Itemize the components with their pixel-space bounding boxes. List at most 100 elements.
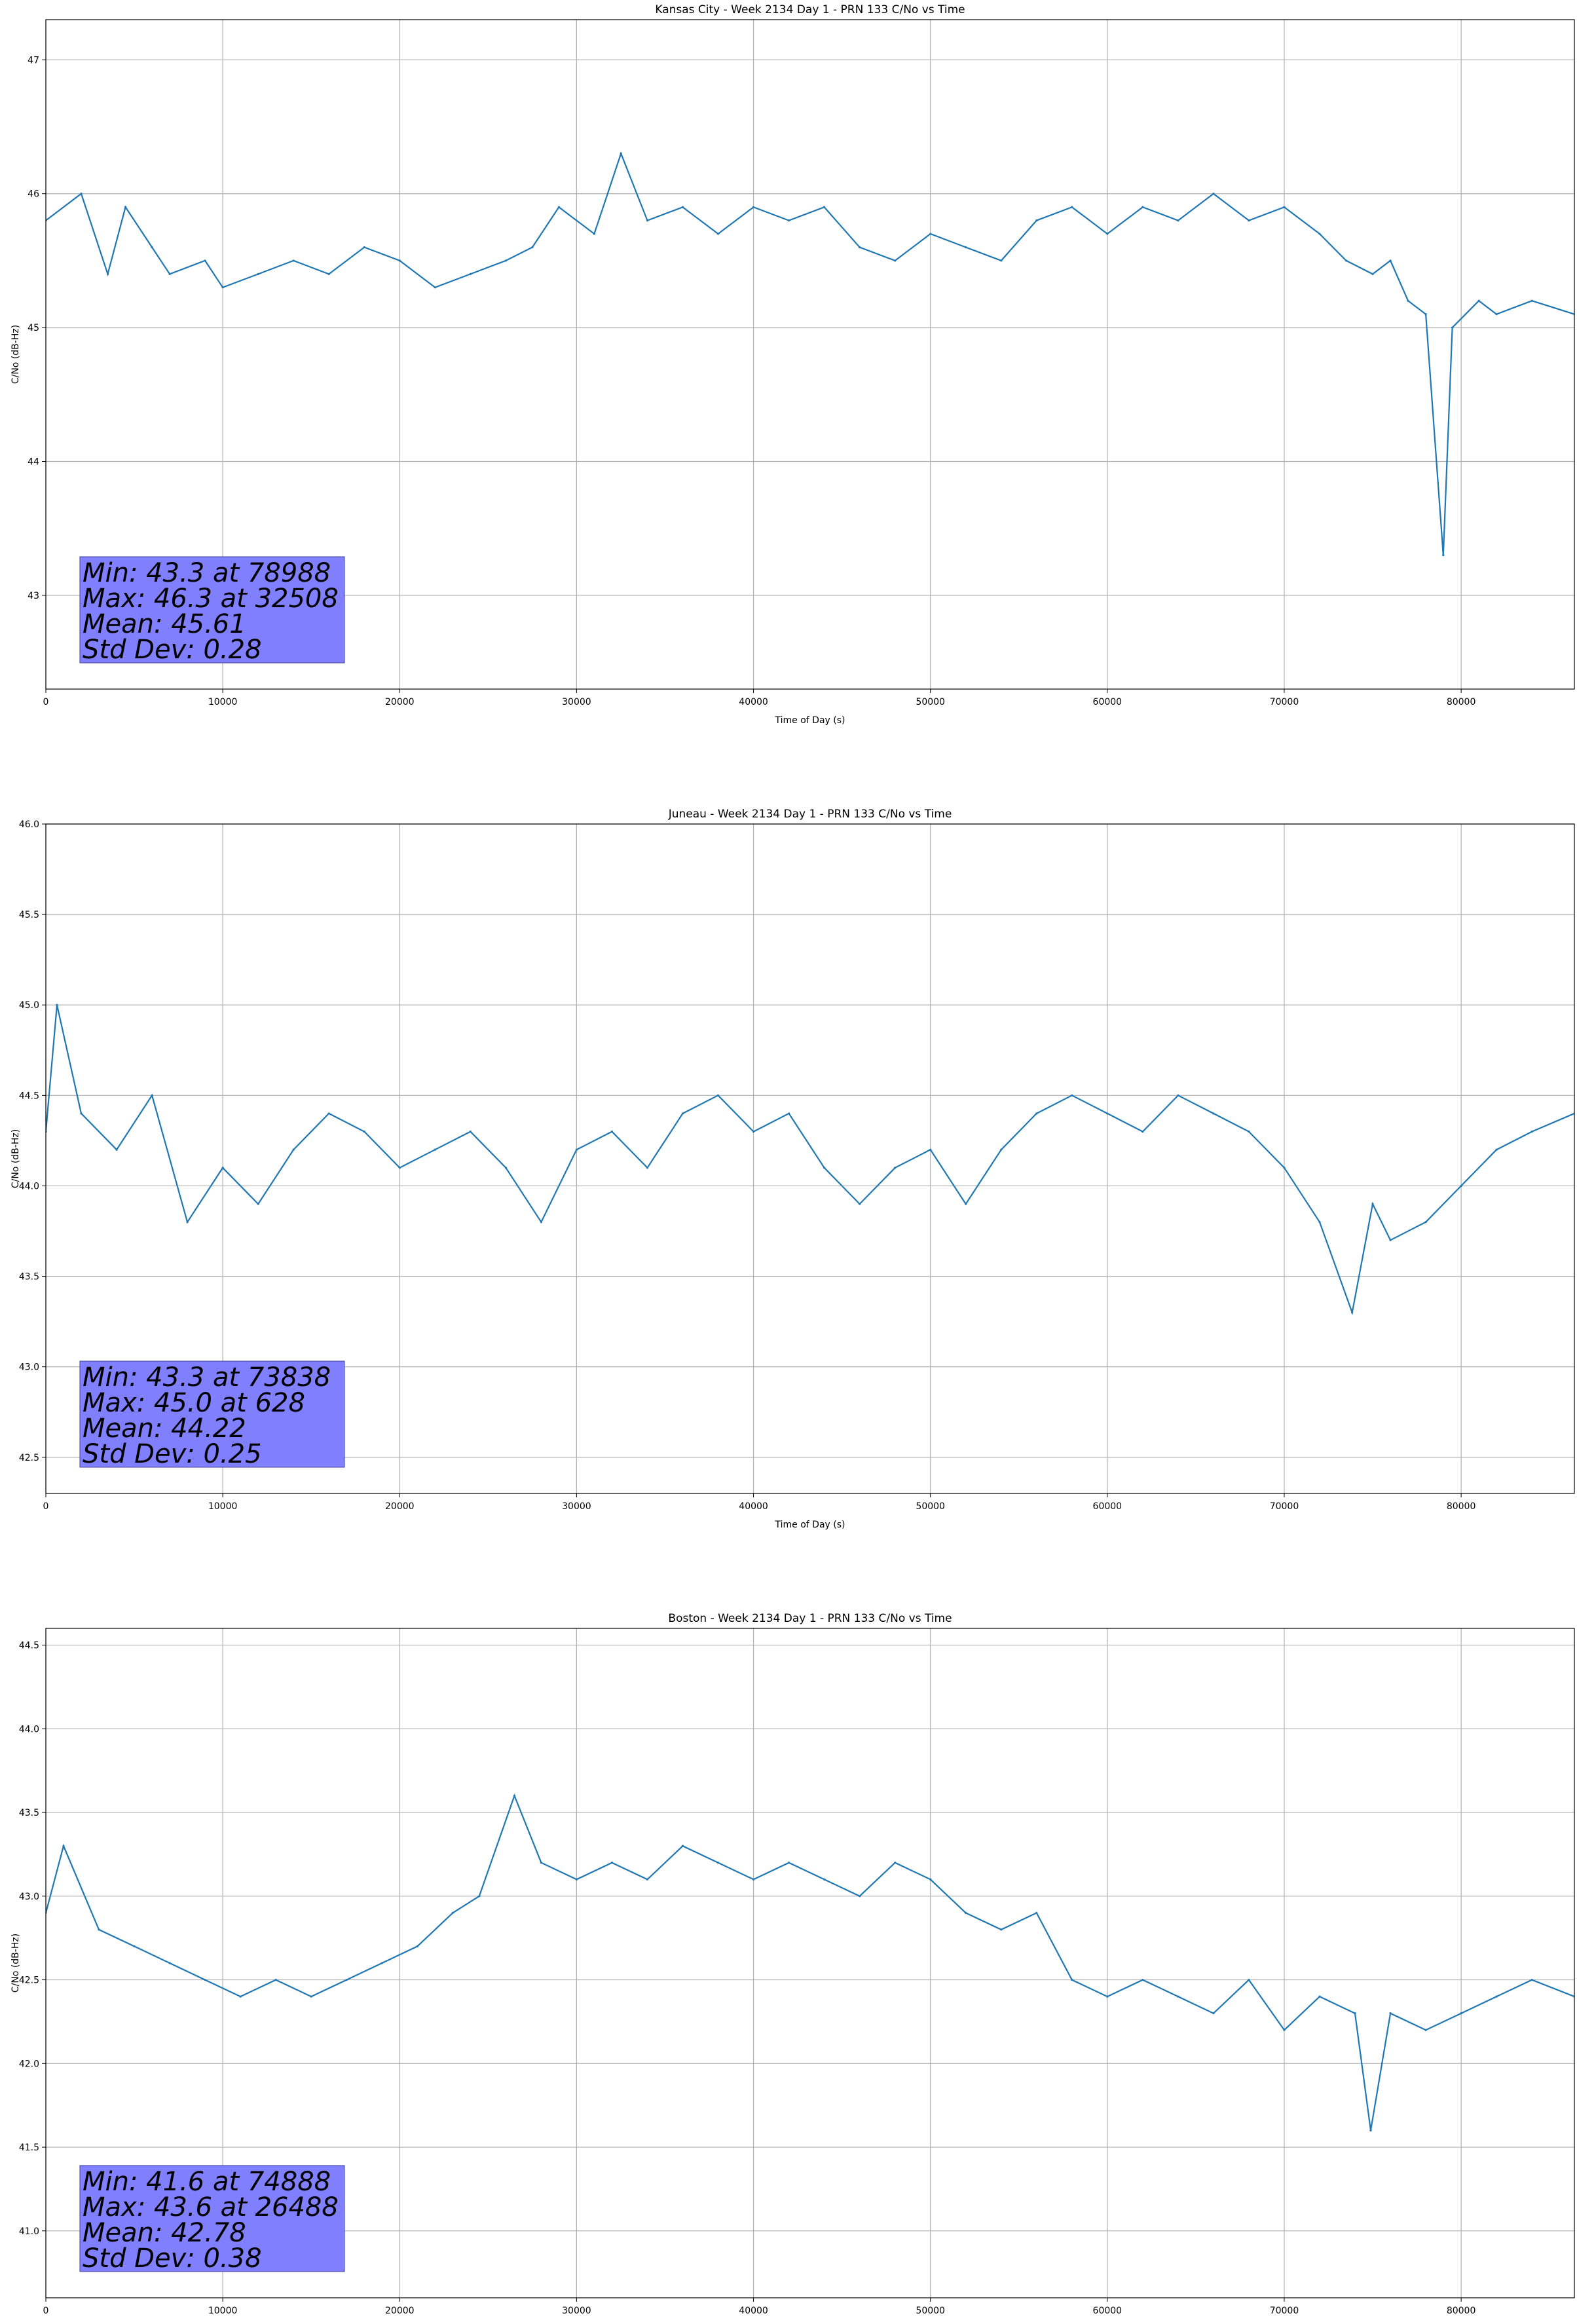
data-point [1000, 259, 1003, 262]
x-tick-label: 50000 [916, 697, 945, 707]
data-point [894, 1862, 897, 1864]
x-tick-label: 20000 [385, 697, 415, 707]
data-point [1248, 1130, 1250, 1133]
stats-box [79, 556, 345, 664]
data-point [151, 246, 153, 249]
stats-line: Mean: 45.61 [83, 609, 246, 639]
y-axis-label: C/No (dB-Hz) [10, 1934, 21, 1993]
x-tick-label: 50000 [916, 2306, 945, 2316]
x-tick-label: 40000 [739, 697, 768, 707]
data-point [894, 259, 897, 262]
data-point [1531, 299, 1533, 302]
y-tick-label: 44.0 [19, 1181, 39, 1191]
data-point [1371, 1203, 1374, 1205]
data-point [80, 1112, 83, 1115]
data-point [1035, 1112, 1038, 1115]
data-point [1071, 1094, 1073, 1096]
data-point [1495, 313, 1498, 316]
data-point [1424, 2029, 1427, 2031]
data-point [1141, 206, 1144, 208]
x-tick-label: 20000 [385, 1501, 415, 1512]
data-point [239, 1995, 242, 1998]
data-point [363, 246, 365, 249]
axes-frame [45, 19, 1575, 690]
axes-frame [45, 823, 1575, 1494]
data-point [681, 206, 684, 208]
x-tick-label: 0 [43, 697, 49, 707]
data-point [1035, 1911, 1038, 1914]
data-point [1177, 1094, 1179, 1096]
data-point [221, 286, 224, 289]
data-point [540, 1221, 542, 1224]
stats-line: Min: 43.3 at 73838 [83, 1362, 331, 1393]
data-point [859, 1203, 861, 1205]
data-point [168, 1962, 171, 1964]
data-point [80, 193, 83, 195]
data-point [98, 1928, 100, 1931]
stats-line: Std Dev: 0.25 [83, 1439, 262, 1469]
y-axis-label: C/No (dB-Hz) [10, 1129, 21, 1188]
data-point [124, 206, 127, 208]
data-point [1071, 206, 1073, 208]
data-point [531, 246, 534, 249]
stats-line: Max: 43.6 at 26488 [83, 2192, 339, 2222]
data-point [221, 1167, 224, 1169]
stats-line: Std Dev: 0.28 [83, 635, 262, 665]
data-point [345, 1978, 348, 1981]
stats-line: Mean: 42.78 [83, 2218, 246, 2248]
axes-frame [45, 1628, 1575, 2298]
data-point [398, 259, 401, 262]
data-point [1389, 2012, 1392, 2015]
data-point [186, 1221, 189, 1224]
x-tick-label: 80000 [1447, 2306, 1476, 2316]
data-point [1451, 326, 1454, 329]
data-point [1177, 1995, 1179, 1998]
data-point [681, 1112, 684, 1115]
y-tick-label: 43.0 [19, 1362, 39, 1373]
data-point [1318, 1995, 1321, 1998]
data-point [1000, 1148, 1003, 1151]
data-point [787, 1112, 790, 1115]
data-point [823, 1167, 826, 1169]
data-point [363, 1130, 365, 1133]
data-point [610, 1862, 614, 1864]
data-point [1248, 1978, 1250, 1981]
data-point [1531, 1130, 1533, 1133]
data-point [1141, 1130, 1144, 1133]
data-point [1460, 1184, 1462, 1188]
data-point [327, 272, 330, 275]
data-point [1106, 233, 1109, 235]
series-line-1 [46, 1793, 1574, 2131]
data-point [513, 1794, 516, 1797]
data-point [434, 1148, 436, 1151]
x-tick-label: 0 [43, 2306, 49, 2316]
data-point [310, 1995, 312, 1998]
series-line-1 [46, 1004, 1574, 1315]
data-point [716, 1862, 720, 1864]
data-point [204, 1978, 206, 1981]
data-point [151, 1094, 153, 1096]
data-point [469, 1130, 472, 1133]
x-tick-label: 70000 [1270, 2306, 1299, 2316]
y-tick-label: 42.5 [19, 1976, 39, 1986]
data-point [292, 1148, 295, 1151]
data-point [1407, 299, 1409, 302]
data-point [469, 272, 472, 275]
y-tick-label: 45.0 [19, 1000, 39, 1011]
y-axis-label: C/No (dB-Hz) [10, 325, 21, 384]
x-tick-label: 50000 [916, 1501, 945, 1512]
x-tick-label: 10000 [208, 1501, 238, 1512]
y-tick-label: 42.0 [19, 2059, 39, 2069]
data-point [1318, 1221, 1321, 1224]
data-point [646, 1878, 649, 1881]
data-point [1442, 554, 1445, 557]
data-point [929, 1148, 932, 1151]
chart-title: Kansas City - Week 2134 Day 1 - PRN 133 … [655, 3, 965, 16]
x-tick-label: 0 [43, 1501, 49, 1512]
x-tick-label: 10000 [208, 2306, 238, 2316]
data-point [204, 259, 206, 262]
x-tick-label: 60000 [1093, 1501, 1122, 1512]
data-point [1212, 2012, 1215, 2015]
data-point [1035, 219, 1038, 222]
